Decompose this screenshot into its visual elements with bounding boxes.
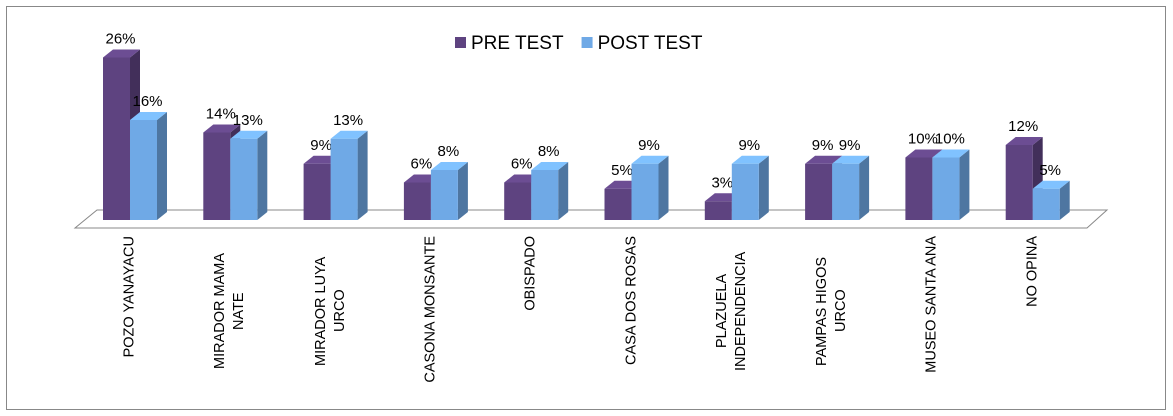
bar-top xyxy=(1005,137,1043,145)
value-label: 8% xyxy=(538,143,560,160)
bar-top xyxy=(805,155,843,164)
value-label: 9% xyxy=(310,137,332,154)
legend-label: POST TEST xyxy=(598,33,703,54)
value-label: 9% xyxy=(812,137,834,154)
x-tick-label: CASONA MONSANTE xyxy=(422,236,439,383)
bar xyxy=(230,138,258,220)
bar-top xyxy=(832,155,870,164)
value-label: 9% xyxy=(638,137,660,154)
x-tick-label: MIRADOR MAMA NATE xyxy=(212,253,248,369)
bar xyxy=(203,132,231,220)
bar xyxy=(704,201,732,220)
bar xyxy=(430,170,458,220)
value-label: 14% xyxy=(206,106,236,123)
bar-side xyxy=(558,162,569,220)
bar-side xyxy=(357,130,368,220)
bar xyxy=(631,163,659,220)
bar-top xyxy=(130,112,167,120)
x-tick-label: MIRADOR LUYA URCO xyxy=(312,256,348,366)
bar-top xyxy=(905,149,943,158)
bar-side xyxy=(658,155,669,220)
value-label: 9% xyxy=(839,137,861,154)
legend-label: PRE TEST xyxy=(471,33,564,54)
bar-top xyxy=(932,149,970,158)
x-tick-label: POZO YANAYACU xyxy=(121,236,138,358)
bar-top xyxy=(330,130,368,139)
legend-swatch xyxy=(581,37,593,48)
x-tick-label: PLAZUELA INDEPENDENCIA xyxy=(713,251,749,371)
bar xyxy=(504,182,532,220)
value-label: 6% xyxy=(511,156,533,173)
value-label: 8% xyxy=(438,143,460,160)
value-label: 5% xyxy=(1039,162,1061,179)
value-label: 12% xyxy=(1008,118,1038,135)
bar xyxy=(604,188,632,220)
bar xyxy=(531,170,559,220)
bar xyxy=(130,120,157,220)
bar-side xyxy=(859,155,870,220)
bar xyxy=(330,138,358,220)
bar xyxy=(103,57,130,220)
bar-side xyxy=(157,112,167,220)
bar-top xyxy=(731,155,769,164)
value-label: 9% xyxy=(738,137,760,154)
bar xyxy=(1005,145,1033,220)
bar xyxy=(805,163,833,220)
bar-top xyxy=(1032,180,1070,189)
bar xyxy=(1032,188,1060,220)
bar-side xyxy=(758,155,769,220)
x-tick-label: PAMPAS HIGOS URCO xyxy=(814,256,850,366)
bar-top xyxy=(531,162,569,170)
bar-side xyxy=(959,149,970,220)
value-label: 3% xyxy=(711,174,733,191)
bar-side xyxy=(257,130,268,220)
bar-top xyxy=(203,124,241,133)
value-label: 5% xyxy=(611,162,633,179)
bar-side xyxy=(1059,180,1070,220)
value-label: 6% xyxy=(411,156,433,173)
bar-side xyxy=(457,162,468,220)
bar-top xyxy=(430,162,468,170)
bar xyxy=(932,157,960,220)
x-tick-label: MUSEO SANTA ANA xyxy=(923,236,940,373)
value-label: 10% xyxy=(935,131,965,148)
x-tick-label: OBISPADO xyxy=(522,236,539,311)
bar xyxy=(905,157,933,220)
legend-swatch xyxy=(455,37,466,48)
value-label: 13% xyxy=(333,112,363,129)
bar xyxy=(403,182,431,220)
bar-top xyxy=(230,130,268,139)
bar xyxy=(731,163,759,220)
x-tick-label: CASA DOS ROSAS xyxy=(623,236,639,365)
value-label: 10% xyxy=(908,131,938,148)
bar-top xyxy=(103,49,140,58)
bar xyxy=(832,163,860,220)
chart-border xyxy=(6,6,1166,410)
bar-top xyxy=(631,155,669,164)
value-label: 13% xyxy=(233,112,263,129)
value-label: 26% xyxy=(105,31,135,48)
value-label: 16% xyxy=(132,93,162,110)
x-tick-label: NO OPINA xyxy=(1024,236,1041,307)
bar xyxy=(303,163,331,220)
